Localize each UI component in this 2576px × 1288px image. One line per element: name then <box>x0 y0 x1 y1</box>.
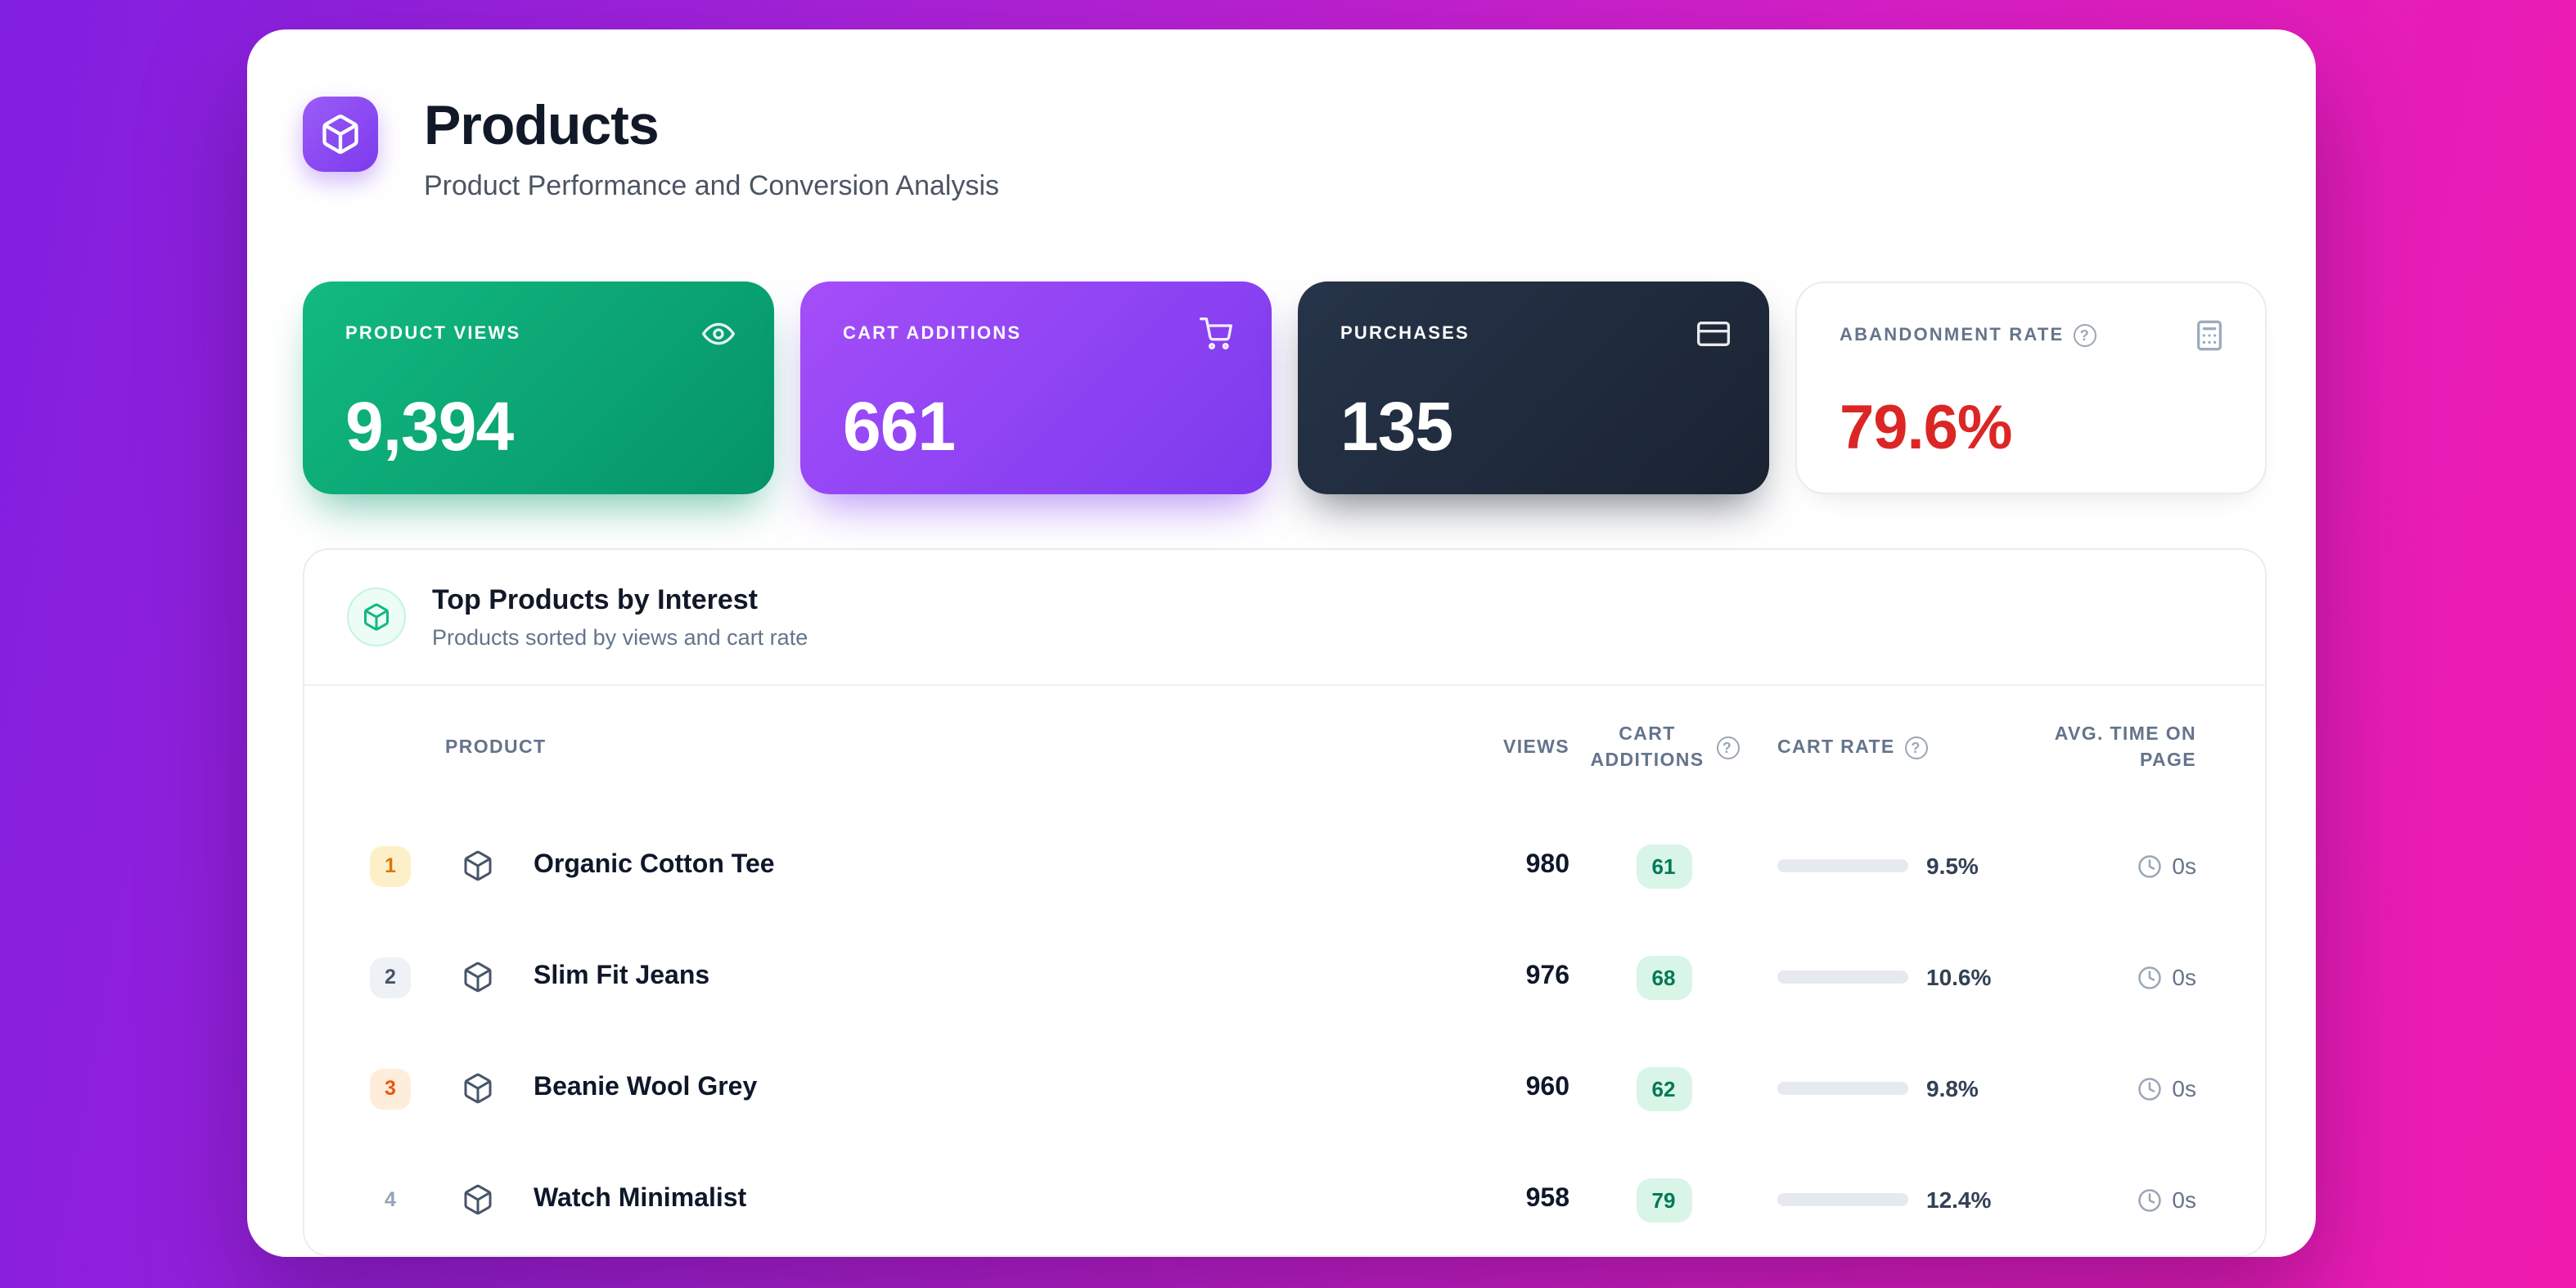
help-icon[interactable]: ? <box>2074 324 2097 348</box>
panel-header-text: Top Products by Interest Products sorted… <box>432 585 808 651</box>
clock-icon <box>2137 966 2162 990</box>
stat-card-product-views: Product Views 9,394 <box>303 281 774 495</box>
column-header-text: Cart Additions <box>1590 725 1705 772</box>
page-subtitle: Product Performance and Conversion Analy… <box>424 170 1000 202</box>
panel-header: Top Products by Interest Products sorted… <box>304 551 2265 687</box>
avg-time-value: 0s <box>2172 964 2196 991</box>
cart-rate-bar-track <box>1777 1193 1908 1207</box>
cart-rate-cell: 12.4% <box>1758 1187 2036 1214</box>
stat-card-header: Product Views <box>345 318 735 351</box>
product-name: Organic Cotton Tee <box>534 851 775 880</box>
cart-rate-cell: 9.8% <box>1758 1076 2036 1102</box>
cart-rate-bar-track <box>1777 971 1908 984</box>
column-header-product: Product <box>445 738 547 759</box>
views-value: 976 <box>1525 962 1569 991</box>
page-header-text: Products Product Performance and Convers… <box>424 95 1000 204</box>
views-value: 980 <box>1525 851 1569 880</box>
cart-rate-cell: 9.5% <box>1758 853 2036 880</box>
stat-label: Product Views <box>345 324 521 345</box>
cart-additions-badge: 79 <box>1636 1178 1691 1223</box>
cart-rate-value: 10.6% <box>1926 964 1992 991</box>
stats-row: Product Views 9,394 Cart Additions <box>303 281 2267 495</box>
stat-card-header: Cart Additions <box>843 317 1232 351</box>
stat-label-text: Abandonment Rate <box>1840 326 2065 346</box>
column-header-text: Cart Rate <box>1777 738 1895 759</box>
cart-additions-badge: 61 <box>1636 844 1691 889</box>
cart-additions-badge: 68 <box>1636 955 1691 1000</box>
column-header-cart-additions: Cart Additions ? <box>1569 723 1758 775</box>
table-row: 1 Organic Cotton Tee 980 61 9.5% 0s <box>304 811 2265 922</box>
page-title: Products <box>424 95 660 157</box>
column-header-cart-rate: Cart Rate ? <box>1758 736 2036 760</box>
avg-time-cell: 0s <box>2036 1076 2196 1102</box>
clock-icon <box>2137 1077 2162 1101</box>
views-value: 960 <box>1525 1074 1569 1102</box>
stat-card-abandonment-rate: Abandonment Rate ? 79.6% <box>1795 281 2267 495</box>
cart-rate-value: 12.4% <box>1926 1187 1992 1214</box>
stat-card-header: Purchases <box>1340 318 1730 351</box>
help-icon[interactable]: ? <box>1904 736 1928 760</box>
package-icon <box>462 1184 534 1217</box>
panel-title: Top Products by Interest <box>432 584 758 616</box>
stat-label: Purchases <box>1340 324 1470 345</box>
cart-rate-value: 9.5% <box>1926 853 1979 880</box>
avg-time-value: 0s <box>2172 1187 2196 1214</box>
product-name: Slim Fit Jeans <box>534 962 710 991</box>
box-icon <box>319 113 362 155</box>
column-header-views: Views <box>1502 738 1569 759</box>
cart-rate-bar-track <box>1777 859 1908 873</box>
clock-icon <box>2137 1188 2162 1213</box>
avg-time-value: 0s <box>2172 853 2196 880</box>
table-row: 2 Slim Fit Jeans 976 68 10.6% 0s <box>304 922 2265 1034</box>
table-header: Product Views Cart Additions ? Cart Rate… <box>304 687 2265 811</box>
stat-card-purchases: Purchases 135 <box>1298 281 1769 495</box>
stat-value: 135 <box>1340 388 1453 466</box>
panel-box-icon <box>347 588 406 647</box>
stat-value: 661 <box>843 388 956 466</box>
eye-icon <box>702 318 735 351</box>
column-header-avg-time: Avg. Time on Page <box>2054 725 2196 772</box>
avg-time-cell: 0s <box>2036 965 2196 991</box>
rank-badge: 2 <box>370 957 411 998</box>
rank-badge: 1 <box>370 845 411 887</box>
clock-icon <box>2137 854 2162 879</box>
avg-time-cell: 0s <box>2036 1187 2196 1214</box>
products-app-icon <box>303 97 378 172</box>
table-row: 4 Watch Minimalist 958 79 12.4% 0s <box>304 1145 2265 1256</box>
cart-additions-badge: 62 <box>1636 1066 1691 1111</box>
stat-label: Cart Additions <box>843 324 1022 345</box>
table-row: 3 Beanie Wool Grey 960 62 9.8% 0s <box>304 1034 2265 1145</box>
rank-badge: 3 <box>370 1068 411 1110</box>
page-header: Products Product Performance and Convers… <box>303 95 2267 204</box>
package-icon <box>462 1073 534 1106</box>
product-name: Beanie Wool Grey <box>534 1074 758 1102</box>
cart-rate-value: 9.8% <box>1926 1075 1979 1102</box>
product-name: Watch Minimalist <box>534 1185 747 1214</box>
rank-badge: 4 <box>385 1188 396 1212</box>
cart-rate-bar-track <box>1777 1082 1908 1096</box>
calculator-icon <box>2193 320 2226 353</box>
cart-icon <box>1200 317 1232 351</box>
views-value: 958 <box>1525 1185 1569 1214</box>
package-icon <box>462 850 534 883</box>
stat-card-header: Abandonment Rate ? <box>1840 320 2226 353</box>
top-products-panel: Top Products by Interest Products sorted… <box>303 548 2267 1257</box>
stat-label: Abandonment Rate ? <box>1840 324 2097 348</box>
panel-subtitle: Products sorted by views and cart rate <box>432 625 808 651</box>
cart-rate-cell: 10.6% <box>1758 965 2036 991</box>
stat-card-cart-additions: Cart Additions 661 <box>800 281 1272 495</box>
avg-time-cell: 0s <box>2036 853 2196 880</box>
help-icon[interactable]: ? <box>1716 736 1739 760</box>
credit-card-icon <box>1697 318 1730 351</box>
stat-value: 79.6% <box>1840 394 2013 464</box>
stat-value: 9,394 <box>345 388 514 466</box>
main-card: Products Product Performance and Convers… <box>247 29 2316 1257</box>
avg-time-value: 0s <box>2172 1075 2196 1102</box>
package-icon <box>462 961 534 994</box>
